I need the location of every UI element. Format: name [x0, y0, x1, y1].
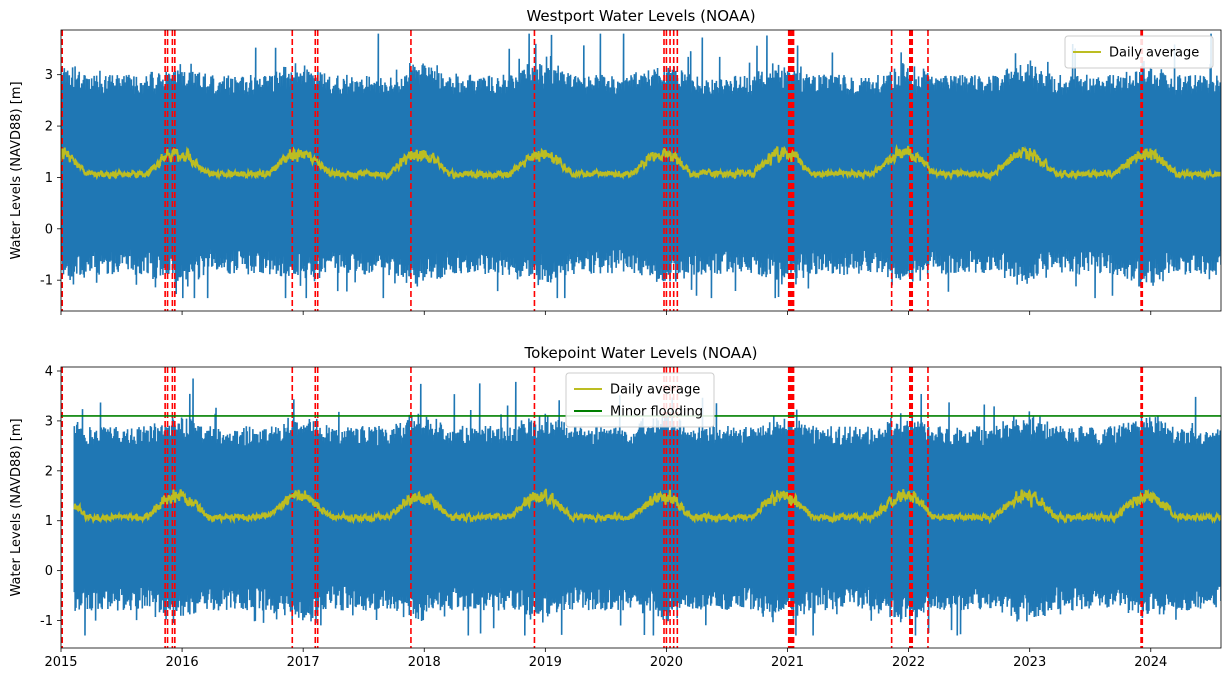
- plot-area: [61, 30, 1221, 311]
- y-tick-label: 1: [45, 171, 53, 186]
- x-tick-label: 2023: [1013, 655, 1046, 670]
- panel-1: -1 0 1 2 3 Westport Water Levels (NOAA) Water …: [9, 7, 1222, 315]
- y-tick-label: 2: [45, 464, 53, 479]
- axes-frame: [60, 366, 1222, 649]
- daily-average-line: [61, 143, 1221, 182]
- legend-box: [1064, 35, 1214, 69]
- legend-label: Daily average: [610, 383, 700, 398]
- x-tick-label: 2024: [1134, 655, 1167, 670]
- x-tick-label: 2020: [650, 655, 683, 670]
- legend: Daily average: [1064, 35, 1214, 69]
- plot-area: [61, 367, 1221, 648]
- y-tick-label: 3: [45, 414, 53, 429]
- x-tick-label: 2019: [529, 655, 562, 670]
- y-tick-label: 4: [45, 364, 53, 379]
- y-axis-label: Water Levels (NAVD88) [m]: [9, 81, 24, 259]
- x-tick-label: 2018: [408, 655, 441, 670]
- y-tick-label: 1: [45, 514, 53, 529]
- legend: Daily average Minor flooding: [565, 372, 715, 428]
- x-tick-label: 2022: [892, 655, 925, 670]
- x-tick-label: 2017: [287, 655, 320, 670]
- y-tick-label: -1: [40, 274, 53, 289]
- x-tick-label: 2016: [166, 655, 199, 670]
- y-tick-label: 3: [45, 68, 53, 83]
- y-axis-label: Water Levels (NAVD88) [m]: [9, 418, 24, 596]
- x-tick-label: 2015: [44, 655, 77, 670]
- daily-average-line: [73, 488, 1221, 525]
- chart-title: Westport Water Levels (NOAA): [526, 7, 755, 25]
- legend-label: Daily average: [1109, 46, 1199, 61]
- y-tick-label: 2: [45, 120, 53, 135]
- legend-box: [565, 372, 715, 428]
- axes-frame: [60, 29, 1222, 312]
- legend-label: Minor flooding: [610, 405, 703, 420]
- hourly-water-level-line: [73, 378, 1221, 636]
- panel-2: -1 0 1 2 3 4 2015 2016 2017 2018 2019 2020 2021 2022 2…: [9, 344, 1222, 670]
- y-tick-label: 0: [45, 222, 53, 237]
- chart-title: Tokepoint Water Levels (NOAA): [524, 344, 758, 362]
- y-tick-label: 0: [45, 564, 53, 579]
- y-tick-label: -1: [40, 614, 53, 629]
- x-tick-label: 2021: [771, 655, 804, 670]
